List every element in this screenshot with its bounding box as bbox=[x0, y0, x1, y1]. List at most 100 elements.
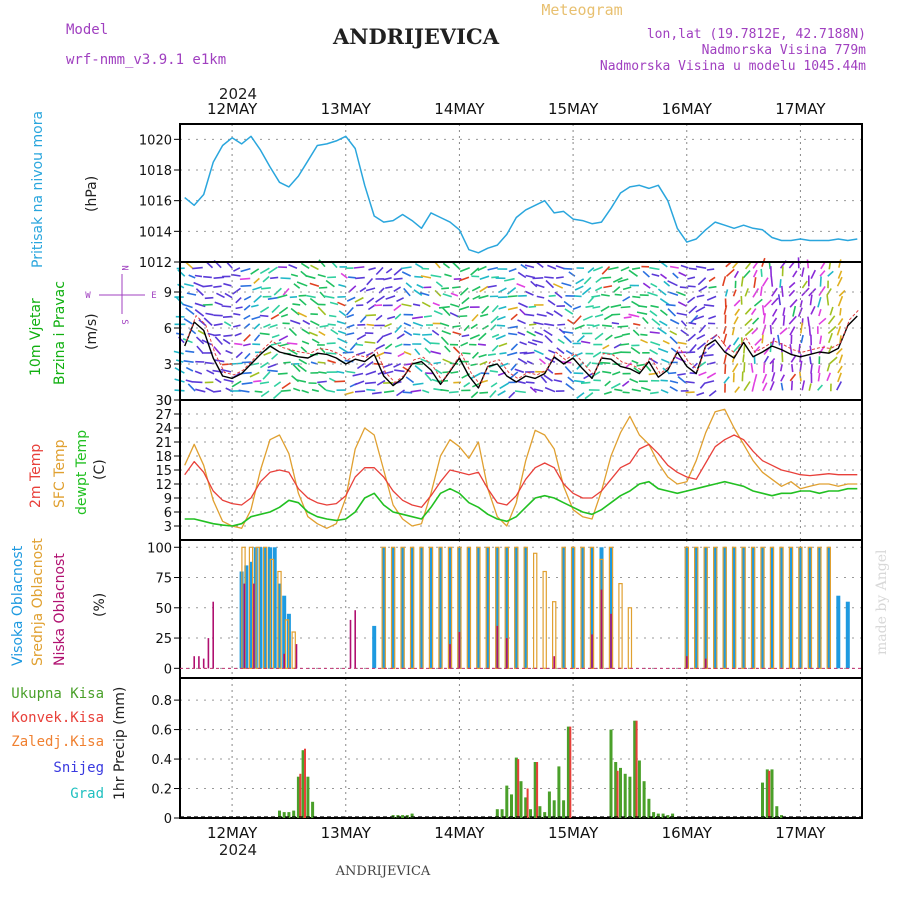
cloud-bar bbox=[769, 546, 775, 669]
wind-barb bbox=[270, 276, 279, 280]
cloud-bar bbox=[789, 547, 793, 669]
wind-barb bbox=[514, 368, 525, 374]
wind-barb bbox=[243, 304, 251, 311]
precip-bar bbox=[614, 762, 618, 818]
wind-barb bbox=[470, 267, 480, 276]
precip-bar bbox=[529, 809, 532, 818]
wind-barb bbox=[677, 375, 687, 384]
wind-barb bbox=[204, 361, 215, 365]
cloud-bar bbox=[807, 546, 813, 669]
wind-barb bbox=[740, 276, 744, 287]
wind-barb bbox=[422, 333, 433, 336]
wind-barb bbox=[383, 390, 395, 394]
wind-barb bbox=[375, 266, 384, 276]
wind-barb bbox=[235, 306, 243, 310]
wind-barb bbox=[517, 331, 526, 336]
cloud-bar bbox=[244, 565, 249, 669]
wind-barb bbox=[837, 295, 844, 307]
wind-barb bbox=[241, 371, 252, 375]
cloud-series-2 bbox=[193, 583, 707, 669]
wind-barb bbox=[706, 372, 717, 379]
cloud-bar bbox=[496, 625, 499, 669]
wind-barb bbox=[259, 267, 270, 275]
cloud-bar bbox=[458, 632, 461, 669]
wind-barb bbox=[394, 343, 403, 348]
wind-barb bbox=[708, 390, 717, 397]
wind-barb bbox=[680, 320, 687, 327]
wind-barb bbox=[442, 358, 452, 364]
precip-bar bbox=[775, 806, 779, 818]
wind-barb bbox=[496, 324, 506, 327]
wind-barb bbox=[687, 296, 696, 304]
temp2m-series bbox=[184, 434, 858, 508]
wind-barb bbox=[213, 285, 222, 288]
wind-barb bbox=[649, 331, 660, 334]
precip-bar bbox=[671, 813, 675, 818]
wind-barb bbox=[185, 379, 193, 383]
cloud-bar bbox=[826, 547, 831, 669]
pressure-tick-label: 1018 bbox=[139, 164, 172, 179]
wind-barb bbox=[452, 325, 461, 328]
wind-barb bbox=[574, 324, 585, 330]
cloud-bar bbox=[277, 583, 282, 669]
wind-barb bbox=[194, 302, 206, 308]
wind-barb bbox=[232, 287, 241, 295]
wind-barb bbox=[366, 323, 375, 327]
cloud-bar bbox=[400, 547, 405, 669]
wind-barb bbox=[233, 267, 241, 272]
wind-barb bbox=[612, 371, 621, 376]
wind-barb bbox=[213, 390, 222, 393]
wind-barb bbox=[470, 323, 478, 330]
wind-barb bbox=[383, 370, 394, 375]
temp-tick-label: 21 bbox=[155, 436, 172, 451]
wind-barb bbox=[771, 337, 775, 346]
wind-barb bbox=[298, 358, 308, 365]
wind-barb bbox=[356, 362, 366, 370]
compass-rose-icon: N S W E bbox=[85, 265, 156, 324]
wind-barb bbox=[213, 314, 223, 317]
wind-barb bbox=[260, 390, 270, 398]
cloud-bar bbox=[514, 547, 519, 669]
wind-barb bbox=[292, 303, 301, 306]
wind-barb bbox=[724, 289, 729, 297]
wind-barb bbox=[587, 267, 595, 274]
precip-bar bbox=[301, 750, 305, 818]
wind-barb bbox=[301, 340, 310, 345]
wind-barb bbox=[789, 326, 796, 336]
precip-bar bbox=[666, 815, 670, 818]
wind-barb bbox=[789, 299, 798, 308]
wind-barb bbox=[421, 301, 431, 308]
wind-barb bbox=[698, 285, 708, 292]
wind-barb bbox=[420, 275, 432, 279]
wind-barb bbox=[642, 282, 651, 289]
wind-barb bbox=[698, 371, 707, 377]
wind-barb bbox=[708, 315, 717, 320]
wind-barb bbox=[610, 382, 621, 390]
wind-barb bbox=[523, 351, 535, 355]
wind-barb bbox=[807, 316, 810, 327]
precip-bar bbox=[299, 773, 302, 818]
wind-barb bbox=[602, 344, 610, 350]
wind-barb bbox=[413, 289, 423, 296]
wind-barb bbox=[742, 270, 751, 279]
wind-barb bbox=[667, 308, 677, 317]
x-tick-label-bottom: 14MAY bbox=[434, 824, 485, 842]
wind-barb bbox=[182, 337, 193, 344]
wind-barb bbox=[393, 304, 402, 312]
wind-barb bbox=[801, 380, 806, 391]
wind-barb bbox=[459, 276, 470, 282]
wind-barb bbox=[695, 306, 706, 313]
cloud-bar bbox=[506, 638, 508, 669]
cloud-bar bbox=[258, 547, 263, 669]
wind-barb bbox=[708, 285, 717, 289]
precip-bar bbox=[514, 757, 518, 818]
wind-barb bbox=[311, 388, 319, 393]
wind-barb bbox=[555, 265, 565, 270]
wind-barb bbox=[317, 306, 327, 316]
wind-barb bbox=[543, 329, 553, 337]
wind-barb bbox=[318, 330, 326, 337]
x-tick-label-top: 14MAY bbox=[434, 100, 485, 118]
wind-barb bbox=[809, 345, 813, 355]
compass-n: N bbox=[119, 265, 129, 270]
wind-barb bbox=[487, 284, 497, 288]
